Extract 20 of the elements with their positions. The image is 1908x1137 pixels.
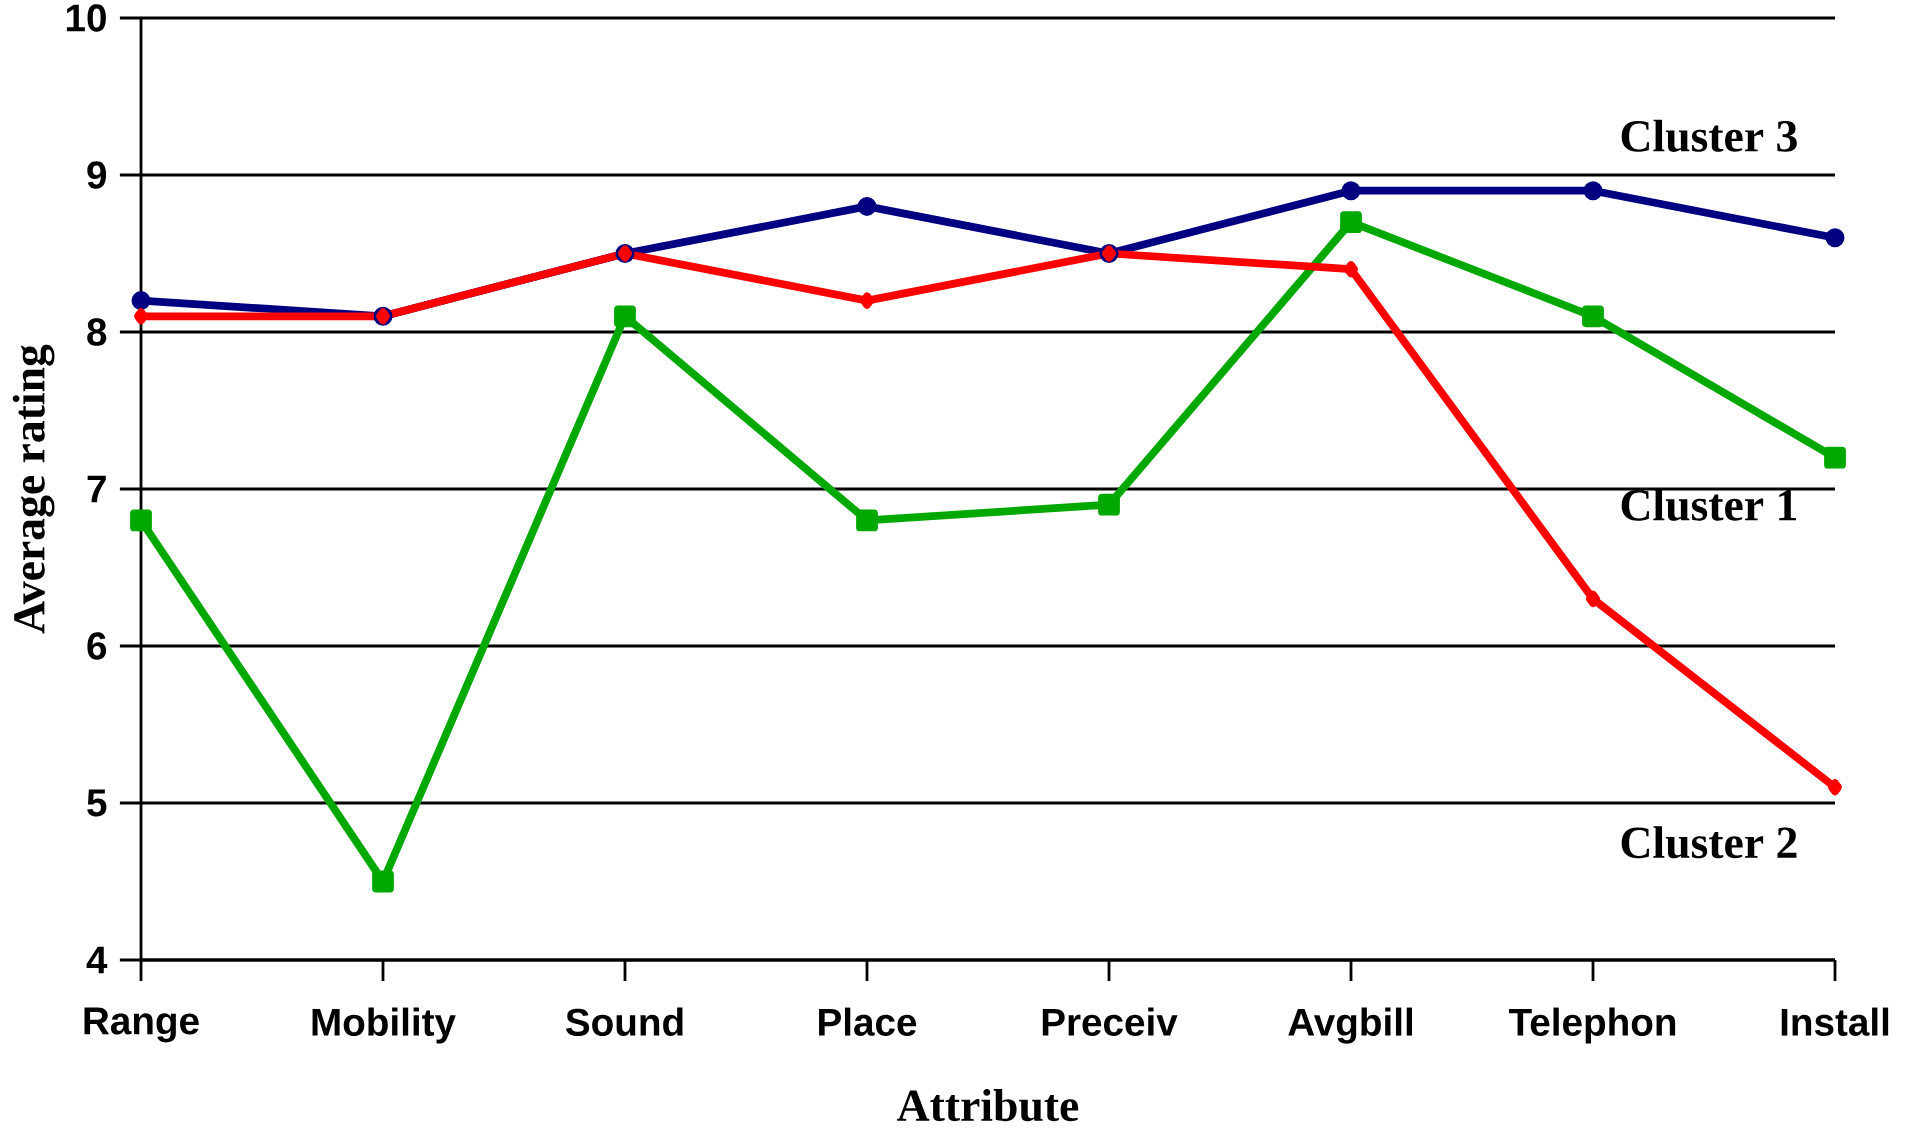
y-tick-label: 7 — [87, 475, 106, 503]
y-tick-label: 6 — [87, 632, 107, 660]
x-axis-title: Attribute — [897, 1089, 1079, 1122]
x-tick-label: Avgbill — [1288, 1007, 1412, 1044]
series-label: Cluster 3 — [1621, 119, 1797, 152]
x-tick-label: Install — [1781, 1007, 1889, 1036]
y-tick-label: 4 — [86, 946, 108, 974]
y-tick-label: 10 — [66, 4, 106, 32]
x-tick-label: Sound — [565, 1007, 683, 1036]
x-tick-label: Telephon — [1508, 1007, 1676, 1044]
y-tick-label: 8 — [87, 318, 107, 346]
x-tick-label: Range — [84, 1007, 199, 1043]
y-tick-label: 9 — [87, 161, 107, 189]
x-tick-label: Mobility — [312, 1007, 456, 1044]
y-tick-label: 5 — [87, 789, 107, 817]
series-label: Cluster 1 — [1621, 488, 1797, 521]
y-axis-title: Average rating — [12, 344, 55, 634]
x-tick-label: Place — [819, 1007, 917, 1036]
x-tick-label: Preceiv — [1042, 1007, 1178, 1036]
series-label: Cluster 2 — [1621, 826, 1797, 859]
